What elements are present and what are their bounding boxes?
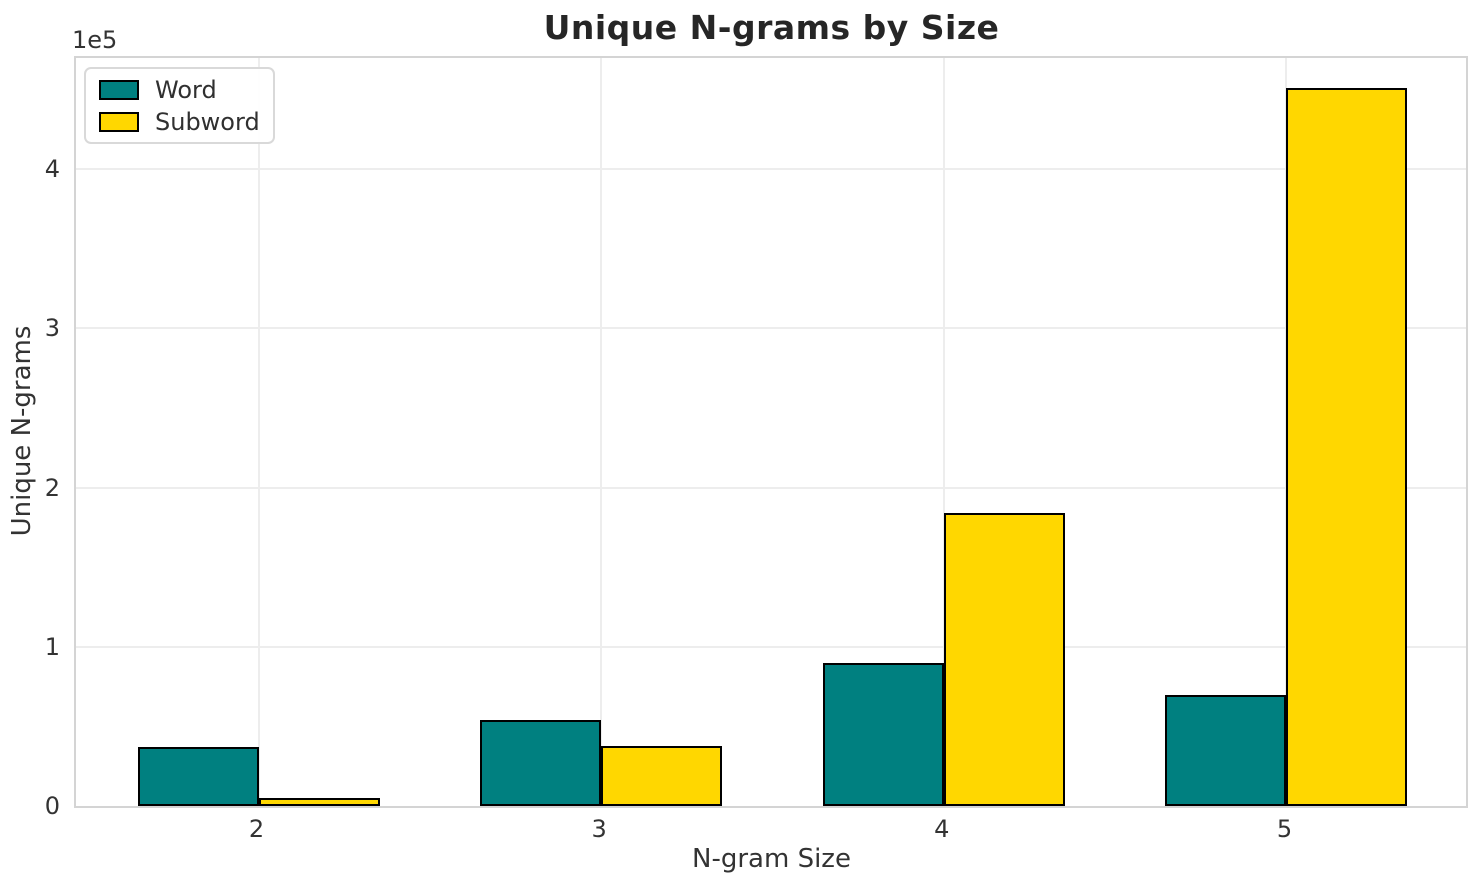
y-tick-label: 0 — [44, 792, 60, 820]
bar-subword-2 — [258, 798, 380, 806]
y-axis-offset-label: 1e5 — [72, 26, 118, 54]
legend-swatch-subword — [99, 111, 139, 132]
v-gridline — [942, 58, 945, 806]
bar-word-2 — [137, 747, 259, 806]
chart-title: Unique N-grams by Size — [543, 8, 1000, 47]
plot-area: Word Subword — [74, 56, 1468, 808]
bar-word-4 — [822, 662, 944, 806]
legend: Word Subword — [84, 67, 275, 144]
bar-subword-4 — [943, 513, 1065, 806]
h-gridline — [76, 486, 1466, 489]
bar-subword-3 — [601, 745, 723, 806]
h-gridline — [76, 327, 1466, 330]
y-tick-label: 4 — [44, 155, 60, 184]
legend-item-subword: Subword — [99, 107, 260, 136]
bar-word-3 — [480, 720, 602, 806]
x-tick-label: 4 — [934, 815, 950, 843]
bar-word-5 — [1165, 694, 1287, 806]
x-axis-label: N-gram Size — [692, 844, 851, 874]
legend-item-word: Word — [99, 75, 260, 104]
legend-label: Word — [155, 75, 217, 104]
v-gridline — [600, 58, 603, 806]
x-tick-label: 5 — [1276, 815, 1293, 843]
h-gridline — [76, 168, 1466, 171]
legend-swatch-word — [99, 79, 139, 100]
bar-subword-5 — [1286, 87, 1408, 806]
x-tick-label: 2 — [248, 815, 265, 843]
legend-label: Subword — [155, 107, 260, 136]
y-tick-label: 3 — [44, 314, 60, 343]
v-gridline — [257, 58, 260, 806]
y-tick-label: 1 — [44, 632, 60, 661]
x-tick-label: 3 — [591, 815, 607, 843]
h-gridline — [76, 645, 1466, 648]
y-tick-label: 2 — [44, 473, 60, 502]
